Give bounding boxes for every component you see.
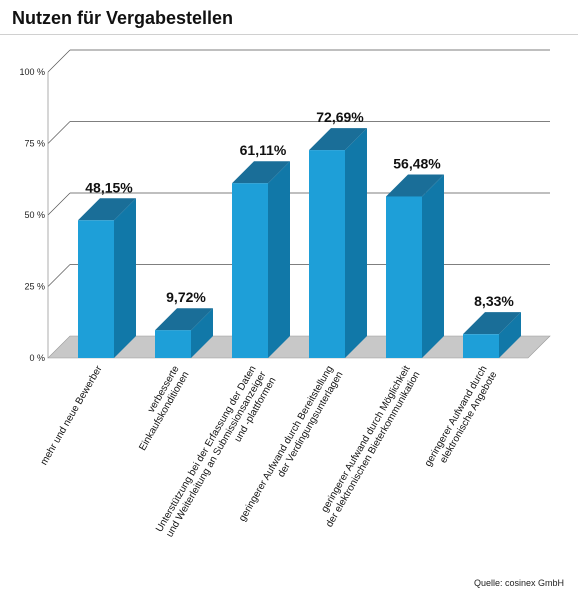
gridline-diagonal bbox=[47, 192, 71, 216]
source-note: Quelle: cosinex GmbH bbox=[473, 578, 564, 588]
bar-side bbox=[499, 312, 521, 358]
bar bbox=[463, 334, 499, 358]
bar bbox=[78, 220, 114, 358]
data-label: 8,33% bbox=[474, 293, 514, 309]
category-label: verbesserteEinkaufskonditionen bbox=[127, 364, 191, 453]
bar bbox=[155, 330, 191, 358]
y-tick-label: 25 % bbox=[24, 282, 45, 292]
bar-side bbox=[345, 128, 367, 358]
category-label: mehr und neue Bewerber bbox=[39, 363, 105, 467]
gridline-diagonal bbox=[47, 49, 71, 73]
y-tick-label: 0 % bbox=[29, 353, 45, 363]
bar-top bbox=[386, 174, 444, 197]
bar-top bbox=[232, 161, 290, 184]
bar-top bbox=[155, 308, 213, 331]
data-label: 72,69% bbox=[316, 109, 364, 125]
category-label-line: geringerer Aufwand durch bbox=[423, 364, 490, 469]
data-label: 9,72% bbox=[166, 289, 206, 305]
data-label: 48,15% bbox=[85, 179, 133, 195]
bar bbox=[386, 196, 422, 358]
bar-top bbox=[463, 312, 521, 335]
bar-top bbox=[78, 198, 136, 221]
data-label: 61,11% bbox=[240, 142, 287, 158]
gridline-diagonal bbox=[47, 121, 71, 144]
gridline-diagonal bbox=[47, 264, 71, 287]
bar bbox=[232, 183, 268, 358]
category-label-line: der Verdingungsunterlagen bbox=[276, 370, 346, 480]
bar-side bbox=[422, 174, 444, 358]
bar-side bbox=[268, 161, 290, 358]
data-label: 56,48% bbox=[393, 155, 441, 171]
y-tick-label: 75 % bbox=[24, 139, 45, 149]
y-tick-label: 100 % bbox=[19, 67, 45, 77]
chart-title: Nutzen für Vergabestellen bbox=[12, 8, 234, 28]
category-label-line: der elektronischen Bieterkommunikation bbox=[324, 370, 422, 530]
bar-top bbox=[309, 128, 367, 151]
title-divider bbox=[0, 34, 578, 35]
bar bbox=[309, 150, 345, 358]
bars-layer bbox=[78, 128, 521, 358]
bar-side bbox=[191, 308, 213, 358]
category-label: geringerer Aufwand durchelektronische An… bbox=[423, 364, 500, 475]
y-tick-label: 50 % bbox=[24, 210, 45, 220]
category-label-line: mehr und neue Bewerber bbox=[39, 363, 105, 467]
bar-side bbox=[114, 198, 136, 358]
